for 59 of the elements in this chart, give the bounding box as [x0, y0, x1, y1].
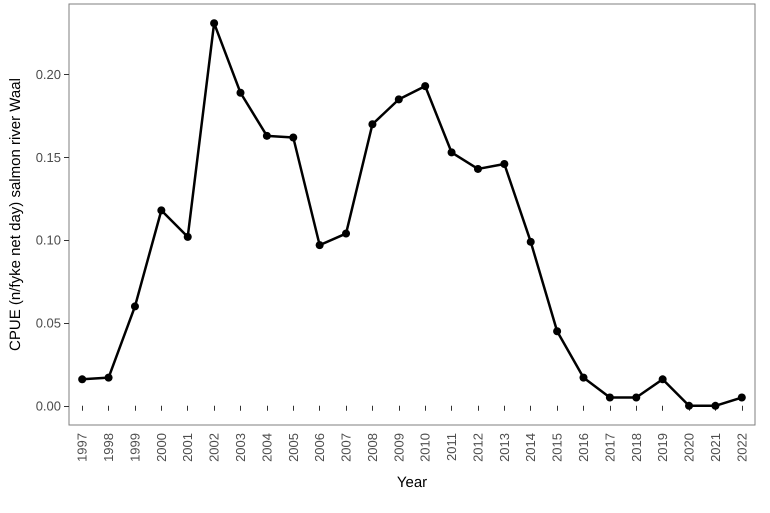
point — [130, 302, 139, 310]
point — [104, 374, 113, 382]
x-tick-label: 1999 — [127, 433, 142, 462]
x-tick-label: 2000 — [154, 433, 169, 462]
x-tick-label: 2006 — [312, 433, 328, 462]
y-axis-title: CPUE (n/fyke net day) salmon river Waal — [7, 78, 24, 351]
point — [606, 394, 614, 402]
point — [553, 327, 562, 336]
x-tick-label: 2002 — [206, 433, 222, 462]
point — [421, 82, 430, 90]
x-tick-label: 2004 — [259, 433, 274, 462]
point — [738, 394, 746, 402]
x-tick-label: 2007 — [338, 433, 354, 462]
x-tick-label: 2015 — [550, 433, 565, 462]
point — [157, 206, 166, 214]
point — [474, 164, 482, 173]
x-tick-label: 2001 — [180, 433, 196, 462]
x-tick-label: 2005 — [286, 433, 301, 462]
point — [580, 374, 588, 382]
point — [448, 148, 456, 156]
point — [368, 120, 376, 128]
point — [236, 88, 244, 97]
point — [184, 232, 192, 241]
y-tick-label: 0.20 — [36, 67, 61, 82]
x-tick-label: 2016 — [576, 433, 591, 462]
point — [658, 375, 667, 384]
x-tick-label: 2012 — [470, 433, 486, 462]
x-tick-label: 2020 — [682, 433, 697, 462]
x-tick-label: 2013 — [496, 433, 512, 462]
x-tick-label: 2019 — [655, 433, 670, 462]
point — [316, 241, 324, 250]
x-tick-label: 1998 — [101, 433, 116, 462]
point — [526, 238, 535, 246]
x-tick-label: 2008 — [364, 433, 380, 462]
x-tick-label: 2022 — [734, 433, 750, 462]
y-tick-label: 0.00 — [36, 398, 61, 414]
point — [342, 230, 350, 238]
y-tick-label: 0.15 — [36, 150, 61, 165]
x-tick-label: 2017 — [602, 433, 618, 462]
x-tick-label: 2003 — [233, 433, 248, 462]
point — [78, 375, 86, 384]
point — [500, 160, 508, 168]
point — [632, 394, 640, 402]
x-tick-label: 2010 — [418, 433, 433, 462]
point — [210, 19, 218, 28]
point — [711, 402, 720, 410]
x-axis-title: Year — [396, 474, 428, 491]
y-tick-label: 0.10 — [36, 232, 61, 248]
x-tick-label: 2014 — [523, 433, 538, 462]
x-tick-label: 2021 — [708, 433, 723, 462]
x-tick-label: 2009 — [391, 433, 406, 462]
point — [685, 402, 694, 410]
y-tick-label: 0.05 — [36, 315, 61, 330]
point — [262, 132, 271, 140]
x-tick-label: 2018 — [628, 433, 644, 462]
x-tick-label: 1997 — [74, 433, 90, 462]
point — [289, 133, 298, 142]
x-tick-label: 2011 — [444, 433, 460, 461]
point — [394, 95, 403, 104]
